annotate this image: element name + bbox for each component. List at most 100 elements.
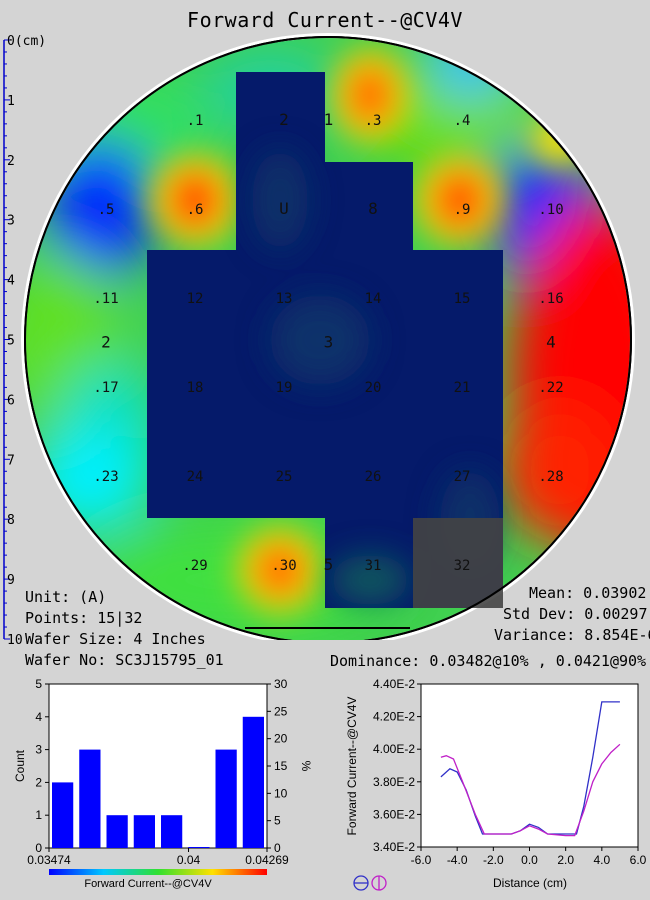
die-label[interactable]: 18 <box>187 380 204 396</box>
y-tick-label: 3.80E-2 <box>373 775 415 789</box>
die-label[interactable]: .10 <box>538 202 563 218</box>
y2-tick-label: 15 <box>274 759 288 773</box>
line-profile-chart: 3.40E-2 3.60E-2 3.80E-2 4.00E-2 4.20E-2 4.40E… <box>345 677 647 891</box>
y-tick-label: 4 <box>35 710 42 724</box>
x-tick-label: -6.0 <box>411 853 432 867</box>
wafer-map[interactable]: .1 2 1.3.4.5.6 U 8.9.10.11 12 13 14 15.162 3 4.17 1… <box>0 0 650 640</box>
die-label[interactable]: 8 <box>368 199 378 218</box>
y2-tick-label: 25 <box>274 704 288 718</box>
die-label[interactable]: 19 <box>276 380 293 396</box>
die-label[interactable]: 14 <box>365 291 382 307</box>
ruler-tick-label: 6 <box>7 393 15 408</box>
histogram-bar[interactable] <box>79 749 101 848</box>
vertical-ruler: 0(cm) 1 2 3 4 5 6 7 8 9 10 <box>3 34 46 645</box>
dominance-label: Dominance: 0.03482@10% , 0.0421@90% <box>330 652 647 670</box>
histogram-bar[interactable] <box>133 815 155 848</box>
die-label[interactable]: 4 <box>546 333 556 352</box>
histogram-bar[interactable] <box>215 749 237 848</box>
histogram-chart: 0 1 2 3 4 5 0 5 10 15 20 25 30 0.03474 0.04 0.04269 For… <box>13 677 313 890</box>
x-tick-label: -4.0 <box>447 853 468 867</box>
die-label[interactable]: .11 <box>93 291 118 307</box>
y-tick-label: 2 <box>35 775 42 789</box>
die-label[interactable]: 13 <box>276 291 293 307</box>
die-label[interactable]: .3 <box>365 113 382 129</box>
y-tick-label: 4.40E-2 <box>373 677 415 691</box>
points-label: Points: 15|32 <box>25 609 143 627</box>
ruler-tick-label: 10 <box>7 633 23 645</box>
histogram-bar[interactable] <box>242 716 264 848</box>
histogram-bar[interactable] <box>52 782 74 848</box>
variance-label: Variance: 8.854E-6 <box>494 626 650 644</box>
colorbar-label: Forward Current--@CV4V <box>84 878 212 890</box>
die-label[interactable]: .23 <box>93 469 118 485</box>
colorbar <box>49 869 267 875</box>
unit-label: Unit: (A) <box>25 588 107 606</box>
die-label[interactable]: .28 <box>538 469 563 485</box>
histogram-bar[interactable] <box>106 815 128 848</box>
die-label[interactable]: 31 <box>365 558 382 574</box>
ruler-tick-label: 5 <box>7 334 15 349</box>
die-label[interactable]: .22 <box>538 380 563 396</box>
die-label[interactable]: 12 <box>187 291 204 307</box>
die-label[interactable]: .16 <box>538 291 563 307</box>
x-tick-label: -2.0 <box>483 853 504 867</box>
off-wafer-die <box>413 518 503 608</box>
x-tick-label: 0.03474 <box>27 853 71 867</box>
x-tick-label: 0.0 <box>521 853 538 867</box>
wafer-no-label: Wafer No: SC3J15795_01 <box>25 651 224 669</box>
y-tick-label: 3 <box>35 743 42 757</box>
y2-tick-label: 30 <box>274 677 288 691</box>
ruler-tick-label: 1 <box>7 94 15 109</box>
histogram-bar[interactable] <box>188 847 210 848</box>
y2-tick-label: 5 <box>274 814 281 828</box>
line-ylabel: Forward Current--@CV4V <box>345 697 359 836</box>
ruler-tick-label: 9 <box>7 573 15 588</box>
histogram-y2label: % <box>299 761 313 772</box>
die-label[interactable]: 1 <box>324 110 334 129</box>
die-label[interactable]: .6 <box>187 202 204 218</box>
ruler-tick-label: 4 <box>7 274 15 289</box>
die-label[interactable]: .5 <box>98 202 115 218</box>
y-tick-label: 3.40E-2 <box>373 840 415 854</box>
y-tick-label: 4.00E-2 <box>373 742 415 756</box>
std-dev-label: Std Dev: 0.00297 <box>503 605 648 623</box>
mean-label: Mean: 0.03902 <box>529 584 647 602</box>
die-label[interactable]: 2 <box>101 333 111 352</box>
y-tick-label: 0 <box>35 841 42 855</box>
die-label[interactable]: 15 <box>454 291 471 307</box>
die-label[interactable]: .30 <box>271 558 296 574</box>
y2-tick-label: 0 <box>274 841 281 855</box>
die-label[interactable]: 24 <box>187 469 204 485</box>
profile-line-2[interactable] <box>440 743 621 837</box>
x-tick-label: 0.04 <box>177 853 201 867</box>
die-label[interactable]: 32 <box>454 558 471 574</box>
y2-tick-label: 20 <box>274 732 288 746</box>
die-label[interactable]: 2 <box>279 110 289 129</box>
die-label[interactable]: 27 <box>454 469 471 485</box>
line-plot-area <box>420 683 639 848</box>
die-label[interactable]: 5 <box>324 555 334 574</box>
y2-tick-label: 10 <box>274 786 288 800</box>
y-tick-label: 1 <box>35 808 42 822</box>
die-label[interactable]: 25 <box>276 469 293 485</box>
ruler-tick-label: 3 <box>7 214 15 229</box>
die-label[interactable]: .4 <box>454 113 471 129</box>
ruler-tick-label: 7 <box>7 453 15 468</box>
y-tick-label: 3.60E-2 <box>373 807 415 821</box>
wafer-size-label: Wafer Size: 4 Inches <box>25 630 206 648</box>
die-label[interactable]: .17 <box>93 380 118 396</box>
die-label[interactable]: .1 <box>187 113 204 129</box>
die-label[interactable]: 3 <box>324 333 334 352</box>
ruler-tick-label: 8 <box>7 513 15 528</box>
die-label[interactable]: 20 <box>365 380 382 396</box>
die-label[interactable]: .29 <box>182 558 207 574</box>
x-tick-label: 0.04269 <box>245 853 289 867</box>
die-label[interactable]: U <box>279 199 289 218</box>
x-tick-label: 2.0 <box>557 853 574 867</box>
profile-direction-icons[interactable] <box>353 875 387 891</box>
die-label[interactable]: .9 <box>454 202 471 218</box>
line-xlabel: Distance (cm) <box>493 876 567 890</box>
die-label[interactable]: 26 <box>365 469 382 485</box>
die-label[interactable]: 21 <box>454 380 471 396</box>
histogram-bar[interactable] <box>161 815 183 848</box>
